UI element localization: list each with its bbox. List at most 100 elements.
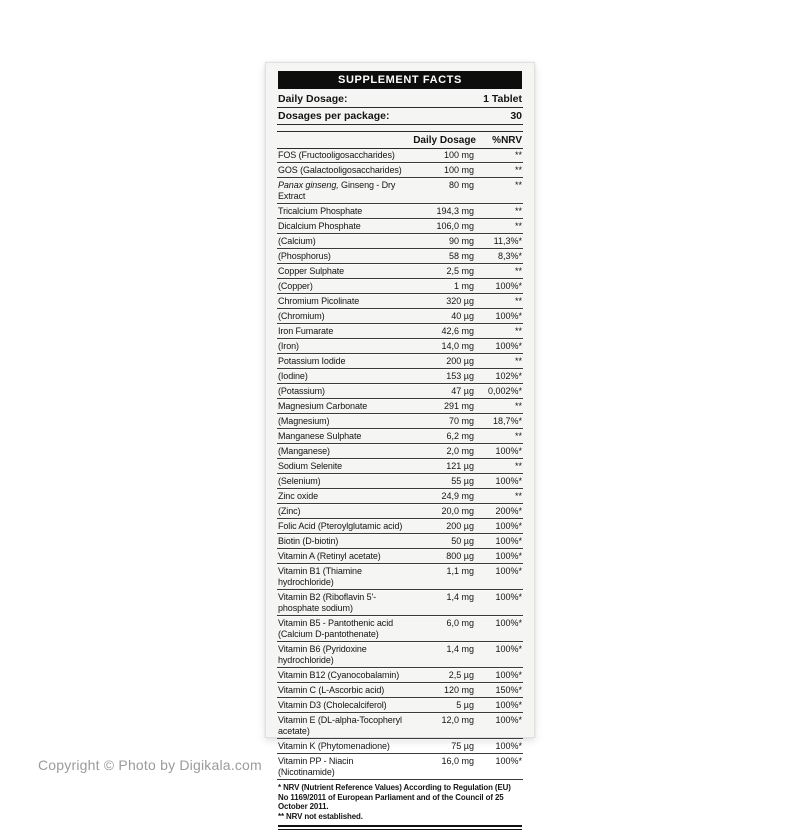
ingredient-amount: 42,6 mg xyxy=(441,325,474,336)
ingredient-name: Vitamin E (DL-alpha-Tocopheryl acetate) xyxy=(278,714,402,736)
fact-row: Iron Fumarate 42,6 mg ** xyxy=(277,324,523,340)
ingredient-nrv: 100%* xyxy=(495,280,522,291)
footnotes: * NRV (Nutrient Reference Values) Accord… xyxy=(277,780,523,825)
ingredient-name: (Phosphorus) xyxy=(278,251,331,261)
ingredient-nrv: ** xyxy=(514,460,522,471)
fact-row: Chromium Picolinate 320 µg ** xyxy=(277,294,523,310)
ingredient-nrv: ** xyxy=(514,180,522,191)
bottom-rule xyxy=(278,825,522,830)
ingredient-amount: 200 µg xyxy=(446,520,474,531)
ingredient-name: (Manganese) xyxy=(278,445,330,456)
ingredient-amount: 24,9 mg xyxy=(441,490,474,501)
ingredient-nrv: 100%* xyxy=(495,550,522,561)
ingredient-name: Biotin (D-biotin) xyxy=(278,535,339,546)
ingredient-amount: 20,0 mg xyxy=(441,505,474,516)
ingredient-amount: 2,5 µg xyxy=(448,669,474,680)
ingredient-name: Potassium Iodide xyxy=(278,355,346,366)
ingredient-amount: 90 mg xyxy=(448,236,474,247)
fact-row: Panax ginseng, Ginseng - Dry Extract 80 m… xyxy=(277,178,523,205)
ingredient-amount: 75 µg xyxy=(451,740,474,751)
fact-row: FOS (Fructooligosaccharides) 100 mg ** xyxy=(277,149,523,164)
fact-row: Biotin (D-biotin) 50 µg 100%* xyxy=(277,534,523,550)
ingredient-name: (Selenium) xyxy=(278,475,321,486)
ingredient-amount: 40 µg xyxy=(451,310,474,321)
fact-row: Vitamin K (Phytomenadione) 75 µg 100%* xyxy=(277,739,523,754)
ingredient-nrv: ** xyxy=(514,165,522,176)
ingredient-nrv: 150%* xyxy=(495,684,522,695)
dosages-per-package-value: 30 xyxy=(510,110,522,122)
facts-rows: FOS (Fructooligosaccharides) 100 mg ** GOS … xyxy=(277,149,523,780)
ingredient-name: Magnesium Carbonate xyxy=(278,400,368,411)
ingredient-amount: 1,1 mg xyxy=(446,565,474,576)
ingredient-nrv: 8,3%* xyxy=(497,251,522,261)
ingredient-nrv: 100%* xyxy=(495,340,522,351)
ingredient-name: Vitamin B12 (Cyanocobalamin) xyxy=(278,669,400,680)
fact-row: Vitamin D3 (Cholecalciferol) 5 µg 100%* xyxy=(277,698,523,713)
ingredient-name: Vitamin B2 (Riboflavin 5'-phosphate sodi… xyxy=(278,591,376,613)
ingredient-name: Vitamin B1 (Thiamine hydrochloride) xyxy=(278,565,362,587)
column-header-row: Daily Dosage %NRV xyxy=(277,131,523,149)
ingredient-nrv: 100%* xyxy=(495,699,522,710)
label-title: SUPPLEMENT FACTS xyxy=(278,71,522,89)
ingredient-amount: 194,3 mg xyxy=(436,206,474,217)
fact-row: (Potassium) 47 µg 0,002%* xyxy=(277,384,523,400)
ingredient-amount: 55 µg xyxy=(451,475,474,486)
fact-row: Magnesium Carbonate 291 mg ** xyxy=(277,399,523,415)
fact-row: GOS (Galactooligosaccharides) 100 mg ** xyxy=(277,163,523,179)
fact-row: (Iodine) 153 µg 102%* xyxy=(277,369,523,385)
fact-row: Copper Sulphate 2,5 mg ** xyxy=(277,264,523,280)
ingredient-amount: 70 mg xyxy=(448,415,474,426)
ingredient-nrv: 102%* xyxy=(495,370,522,381)
ingredient-nrv: 18,7%* xyxy=(492,415,522,426)
ingredient-amount: 121 µg xyxy=(446,460,474,471)
ingredient-nrv: 200%* xyxy=(495,505,522,516)
ingredient-name: (Copper) xyxy=(278,280,313,291)
ingredient-nrv: ** xyxy=(514,490,522,501)
ingredient-amount: 120 mg xyxy=(443,684,474,695)
ingredient-amount: 800 µg xyxy=(446,550,474,561)
ingredient-amount: 291 mg xyxy=(443,400,474,411)
fact-row: (Copper) 1 mg 100%* xyxy=(277,279,523,295)
ingredient-nrv: 100%* xyxy=(495,669,522,680)
ingredient-nrv: 100%* xyxy=(495,643,522,654)
ingredient-name: Vitamin D3 (Cholecalciferol) xyxy=(278,699,387,710)
daily-dosage-label: Daily Dosage: xyxy=(278,92,348,105)
ingredient-amount: 5 µg xyxy=(456,699,474,710)
fact-row: Vitamin C (L-Ascorbic acid) 120 mg 150%* xyxy=(277,683,523,698)
ingredient-name: Dicalcium Phosphate xyxy=(278,221,361,232)
ingredient-nrv: ** xyxy=(514,430,522,441)
ingredient-nrv: ** xyxy=(514,355,522,366)
ingredient-amount: 6,2 mg xyxy=(446,430,474,441)
ingredient-name: (Iodine) xyxy=(278,370,308,381)
fact-row: (Phosphorus) 58 mg 8,3%* xyxy=(277,249,523,265)
ingredient-nrv: ** xyxy=(514,400,522,411)
ingredient-name: Manganese Sulphate xyxy=(278,430,362,441)
ingredient-nrv: 100%* xyxy=(495,535,522,546)
ingredient-amount: 1,4 mg xyxy=(446,591,474,602)
ingredient-amount: 2,5 mg xyxy=(446,265,474,276)
ingredient-nrv: ** xyxy=(514,221,522,232)
ingredient-nrv: ** xyxy=(514,150,522,161)
fact-row: Vitamin B12 (Cyanocobalamin) 2,5 µg 100%* xyxy=(277,668,523,683)
ingredient-nrv: 100%* xyxy=(495,310,522,321)
ingredient-nrv: 0,002%* xyxy=(487,385,522,396)
ingredient-nrv: ** xyxy=(514,325,522,336)
ingredient-name: (Potassium) xyxy=(278,385,325,396)
ingredient-name: Vitamin B6 (Pyridoxine hydrochloride) xyxy=(278,643,367,665)
ingredient-name: (Zinc) xyxy=(278,505,301,516)
ingredient-amount: 106,0 mg xyxy=(436,221,474,232)
ingredient-amount: 2,0 mg xyxy=(446,445,474,456)
fact-row: Potassium Iodide 200 µg ** xyxy=(277,354,523,370)
fact-row: Vitamin B1 (Thiamine hydrochloride) 1,1 m… xyxy=(277,564,523,591)
ingredient-nrv: ** xyxy=(514,206,522,217)
ingredient-amount: 80 mg xyxy=(448,180,474,191)
ingredient-amount: 16,0 mg xyxy=(441,755,474,766)
ingredient-name: Panax ginseng, Ginseng - Dry Extract xyxy=(278,180,396,202)
ingredient-amount: 47 µg xyxy=(451,385,474,396)
ingredient-name: Sodium Selenite xyxy=(278,460,343,471)
ingredient-name: Vitamin C (L-Ascorbic acid) xyxy=(278,684,385,695)
dosages-per-package-label: Dosages per package: xyxy=(278,110,390,122)
ingredient-nrv: 100%* xyxy=(495,445,522,456)
ingredient-amount: 1 mg xyxy=(453,280,474,291)
footnote-nrv-not-established: ** NRV not established. xyxy=(278,811,363,821)
